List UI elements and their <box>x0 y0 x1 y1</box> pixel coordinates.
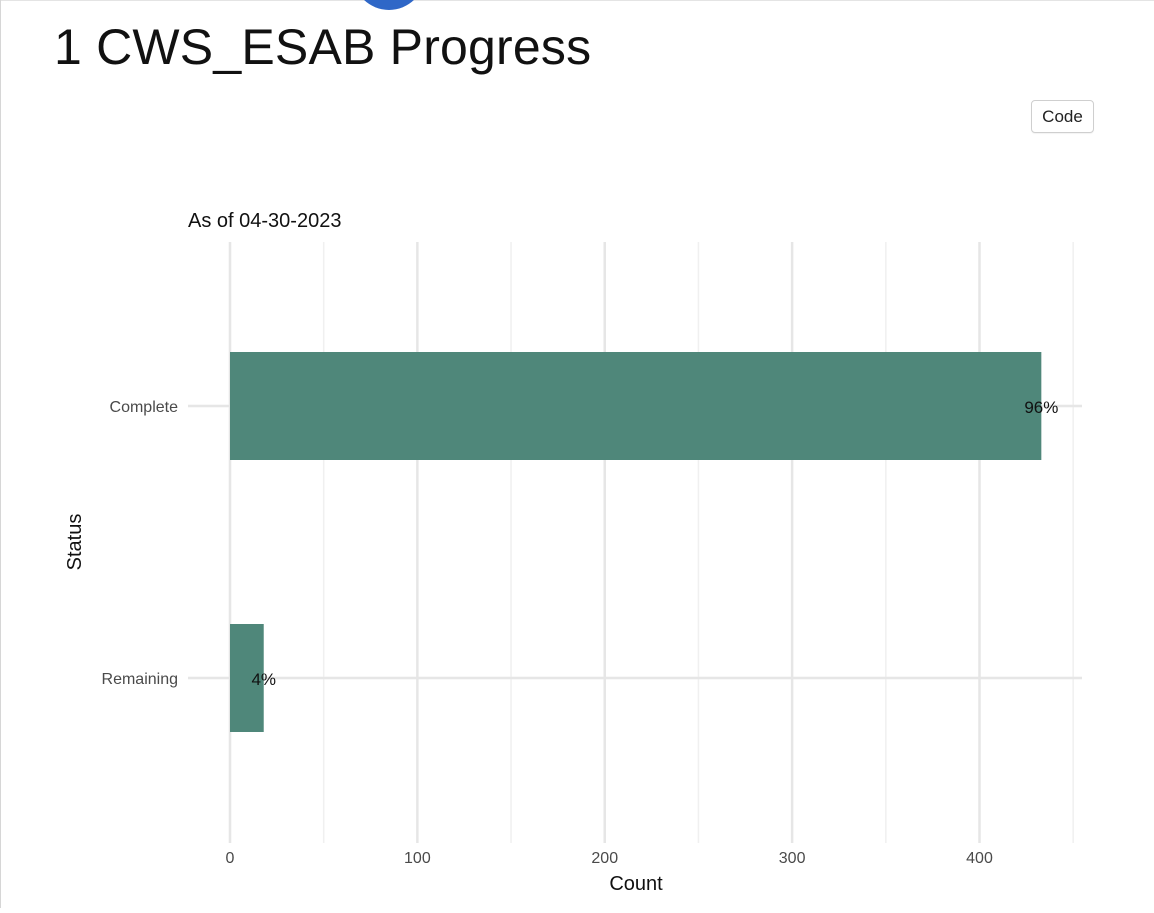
profile-avatar[interactable] <box>353 0 425 10</box>
category-label-complete: Complete <box>110 399 179 416</box>
bar-chart: 96% 4% Complete Remaining 0 100 200 300 400 As of… <box>64 210 1082 895</box>
x-tick-label: 300 <box>779 850 806 867</box>
x-axis-label: Count <box>609 873 663 895</box>
x-tick-label: 0 <box>226 850 235 867</box>
page-title: 1 CWS_ESAB Progress <box>54 19 592 75</box>
x-tick-label: 400 <box>966 850 993 867</box>
bar-complete <box>230 352 1042 460</box>
data-label-remaining: 4% <box>251 670 276 689</box>
bar-remaining <box>230 624 264 732</box>
data-label-complete: 96% <box>1024 398 1058 417</box>
window-top-border <box>0 0 1154 1</box>
x-tick-label: 100 <box>404 850 431 867</box>
category-label-remaining: Remaining <box>102 671 178 688</box>
window-left-border <box>0 0 1 908</box>
code-button[interactable]: Code <box>1031 100 1094 133</box>
chart-subtitle: As of 04-30-2023 <box>188 210 341 232</box>
x-tick-label: 200 <box>591 850 618 867</box>
chart-container: 96% 4% Complete Remaining 0 100 200 300 400 As of… <box>0 190 1154 908</box>
y-axis-label: Status <box>64 514 86 571</box>
